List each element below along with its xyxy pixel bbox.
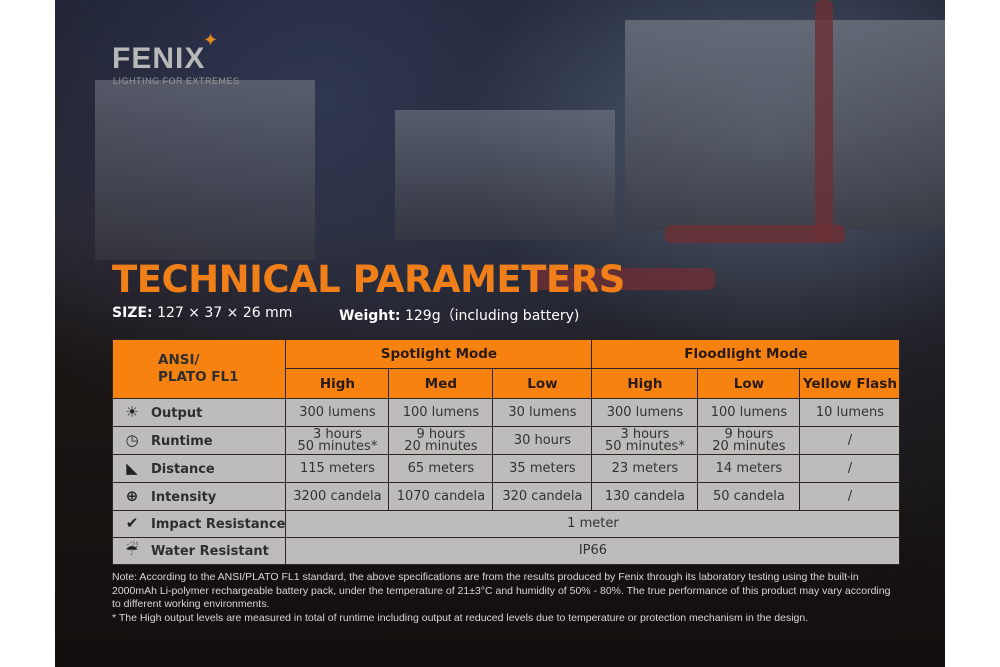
table-cell: 320 candela <box>492 482 593 511</box>
brand-tagline: LIGHTING FOR EXTREMES <box>113 76 240 86</box>
table-cell: 30 lumens <box>492 398 593 427</box>
page-title: TECHNICAL PARAMETERS <box>112 258 625 301</box>
logo-star-icon: ✦ <box>203 30 219 51</box>
distance-icon: ◣ <box>126 458 138 477</box>
clock-icon: ◷ <box>125 430 139 449</box>
table-cell: 3 hours 50 minutes* <box>285 426 390 455</box>
size-spec: SIZE: 127 × 37 × 26 mm <box>112 305 292 321</box>
row-label-text: Runtime <box>151 433 213 449</box>
weight-spec: Weight: 129g（including battery) <box>339 305 579 325</box>
cell-line: 50 minutes* <box>605 438 685 454</box>
table-row: ☔ Water Resistant IP66 <box>111 537 901 565</box>
table-cell: 9 hours 20 minutes <box>388 426 494 455</box>
weight-value: 129g（including battery) <box>404 308 580 324</box>
background-pipe <box>665 225 845 243</box>
background-pipe <box>815 0 833 240</box>
table-corner: ANSI/PLATO FL1 <box>111 339 287 399</box>
table-cell: IP66 <box>285 537 901 565</box>
cell-line: 50 minutes* <box>297 438 378 454</box>
table-cell: 300 lumens <box>591 398 699 427</box>
table-cell: 115 meters <box>285 454 390 483</box>
note: Note: According to the ANSI/PLATO FL1 st… <box>112 571 892 625</box>
mode-header: High <box>285 368 390 399</box>
row-label: ⊕ Intensity <box>111 482 287 511</box>
note-text: Note: According to the ANSI/PLATO FL1 st… <box>112 571 891 610</box>
mode-header: Low <box>492 368 593 399</box>
table-row: ⊕ Intensity 3200 candela 1070 candela 320 ca… <box>111 482 901 511</box>
weight-label: Weight: <box>339 308 401 324</box>
cell-line: 9 hours <box>416 426 466 442</box>
product-banner: ✦ FENIX LIGHTING FOR EXTREMES TECHNICAL … <box>55 0 945 667</box>
table-cell: 1070 candela <box>388 482 494 511</box>
row-label: ☀ Output <box>111 398 287 427</box>
corner-line: ANSI/ <box>158 352 200 368</box>
mode-header: High <box>591 368 699 399</box>
row-label: ✔ Impact Resistance <box>111 510 287 538</box>
cell-line: 20 minutes <box>712 438 786 454</box>
background-cooling-unit <box>625 20 945 230</box>
table-cell: / <box>799 426 901 455</box>
table-cell: 100 lumens <box>697 398 801 427</box>
row-label: ◣ Distance <box>111 454 287 483</box>
table-cell: 23 meters <box>591 454 699 483</box>
row-label-text: Intensity <box>151 489 217 505</box>
row-label: ◷ Runtime <box>111 426 287 455</box>
table-cell: 14 meters <box>697 454 801 483</box>
output-icon: ☀ <box>125 402 139 421</box>
row-label-text: Impact Resistance <box>151 517 286 532</box>
table-cell: 9 hours 20 minutes <box>697 426 801 455</box>
size-value: 127 × 37 × 26 mm <box>157 305 293 321</box>
mode-header: Low <box>697 368 801 399</box>
water-icon: ☔ <box>125 541 139 559</box>
row-label-text: Water Resistant <box>151 544 269 559</box>
table-cell: / <box>799 454 901 483</box>
table-cell: 10 lumens <box>799 398 901 427</box>
cell-line: 9 hours <box>724 426 774 442</box>
table-row: ◣ Distance 115 meters 65 meters 35 meters 23 … <box>111 454 901 483</box>
row-label-text: Distance <box>151 461 215 477</box>
cell-line: 3 hours <box>312 426 362 442</box>
background-building <box>95 80 315 260</box>
table-cell: 100 lumens <box>388 398 494 427</box>
row-label: ☔ Water Resistant <box>111 537 287 565</box>
background-cooling-unit <box>395 110 615 240</box>
table-cell: 30 hours <box>492 426 593 455</box>
table-row: ✔ Impact Resistance 1 meter <box>111 510 901 538</box>
table-cell: 300 lumens <box>285 398 390 427</box>
spec-table: ANSI/PLATO FL1 Spotlight Mode Floodlight M… <box>111 339 901 565</box>
table-cell: 65 meters <box>388 454 494 483</box>
cell-line: 20 minutes <box>404 438 478 454</box>
impact-icon: ✔ <box>125 514 139 532</box>
corner-line: PLATO FL1 <box>158 369 239 385</box>
row-label-text: Output <box>151 405 203 421</box>
mode-header: Med <box>388 368 494 399</box>
footnote-text: * The High output levels are measured in… <box>112 611 809 624</box>
table-cell: / <box>799 482 901 511</box>
group-header: Spotlight Mode <box>285 339 593 369</box>
table-row: ◷ Runtime 3 hours 50 minutes* 9 hours 20 minu… <box>111 426 901 455</box>
table-cell: 130 candela <box>591 482 699 511</box>
cell-line: 3 hours <box>620 426 670 442</box>
group-header: Floodlight Mode <box>591 339 901 369</box>
background-pipe <box>535 268 715 290</box>
intensity-icon: ⊕ <box>125 486 139 505</box>
table-cell: 1 meter <box>285 510 901 538</box>
table-cell: 50 candela <box>697 482 801 511</box>
table-cell: 3200 candela <box>285 482 390 511</box>
table-cell: 3 hours 50 minutes* <box>591 426 699 455</box>
mode-header: Yellow Flash <box>799 368 901 399</box>
brand-logo: FENIX <box>112 42 206 75</box>
table-row: ☀ Output 300 lumens 100 lumens 30 lumens 300 … <box>111 398 901 427</box>
table-cell: 35 meters <box>492 454 593 483</box>
size-label: SIZE: <box>112 305 153 321</box>
